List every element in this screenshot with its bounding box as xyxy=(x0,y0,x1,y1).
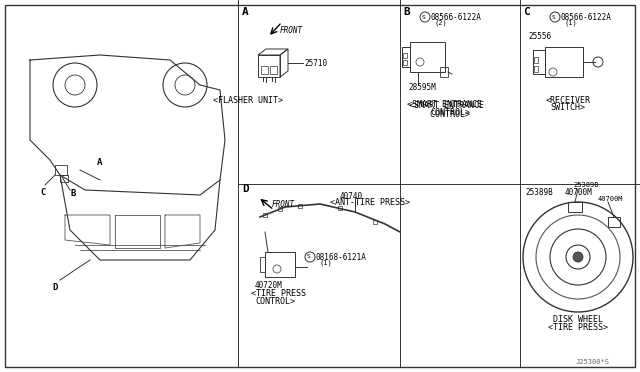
Bar xyxy=(403,53,407,58)
Bar xyxy=(533,50,545,74)
Bar xyxy=(270,66,277,74)
Text: <RECEIVER: <RECEIVER xyxy=(545,96,591,105)
Text: <SMART ENTRANCE
  CONTROL>: <SMART ENTRANCE CONTROL> xyxy=(408,100,483,119)
Bar xyxy=(261,66,268,74)
Text: 25710: 25710 xyxy=(304,58,327,67)
Text: D: D xyxy=(52,282,58,292)
Bar xyxy=(298,204,302,208)
Text: CONTROL>: CONTROL> xyxy=(255,296,295,305)
Bar xyxy=(258,55,280,77)
Text: (1): (1) xyxy=(565,20,578,26)
Text: <FLASHER UNIT>: <FLASHER UNIT> xyxy=(213,96,283,105)
Text: FRONT: FRONT xyxy=(272,199,295,208)
Text: 08168-6121A: 08168-6121A xyxy=(316,253,367,262)
Text: C: C xyxy=(40,187,45,196)
Bar xyxy=(534,66,538,72)
Text: <ANT-TIRE PRESS>: <ANT-TIRE PRESS> xyxy=(330,198,410,206)
Text: 28595M: 28595M xyxy=(408,83,436,92)
Text: <SMART ENTRANCE: <SMART ENTRANCE xyxy=(410,100,484,109)
Text: (1): (1) xyxy=(320,260,333,266)
Text: 08566-6122A: 08566-6122A xyxy=(561,13,612,22)
Text: 25556: 25556 xyxy=(528,32,551,41)
Text: 40720M: 40720M xyxy=(255,280,283,289)
Bar xyxy=(534,57,538,63)
Bar xyxy=(410,42,445,72)
Text: SWITCH>: SWITCH> xyxy=(550,103,586,112)
Bar xyxy=(338,206,342,210)
Text: 40700M: 40700M xyxy=(598,196,623,202)
Bar xyxy=(260,257,265,272)
Text: FRONT: FRONT xyxy=(280,26,303,35)
Bar xyxy=(402,47,410,67)
Bar xyxy=(545,47,583,77)
Text: 08566-6122A: 08566-6122A xyxy=(431,13,482,22)
Bar xyxy=(608,217,620,227)
Text: S: S xyxy=(422,15,426,19)
Text: 25389B: 25389B xyxy=(525,187,553,196)
Text: J25300*S: J25300*S xyxy=(576,359,610,365)
Text: B: B xyxy=(70,189,76,198)
Text: A: A xyxy=(97,157,102,167)
Text: CONTROL>: CONTROL> xyxy=(430,108,470,116)
Circle shape xyxy=(573,252,583,262)
Text: (2): (2) xyxy=(435,20,448,26)
Text: DISK WHEEL: DISK WHEEL xyxy=(553,315,603,324)
Bar xyxy=(60,175,68,182)
Bar xyxy=(55,165,67,175)
Bar xyxy=(373,220,377,224)
Text: B: B xyxy=(403,7,410,17)
Bar xyxy=(403,60,407,65)
Text: <TIRE PRESS>: <TIRE PRESS> xyxy=(548,324,608,333)
Text: 40740: 40740 xyxy=(340,192,363,201)
Bar xyxy=(265,252,295,277)
Bar xyxy=(440,67,448,77)
Bar xyxy=(263,213,267,217)
Bar xyxy=(278,207,282,211)
Text: D: D xyxy=(242,184,249,194)
Text: S: S xyxy=(307,254,311,260)
Text: 25389B: 25389B xyxy=(573,182,598,188)
Bar xyxy=(568,202,582,212)
Text: C: C xyxy=(523,7,530,17)
Text: A: A xyxy=(242,7,249,17)
Text: <TIRE PRESS: <TIRE PRESS xyxy=(251,289,306,298)
Text: S: S xyxy=(552,15,556,19)
Text: 40700M: 40700M xyxy=(565,187,593,196)
